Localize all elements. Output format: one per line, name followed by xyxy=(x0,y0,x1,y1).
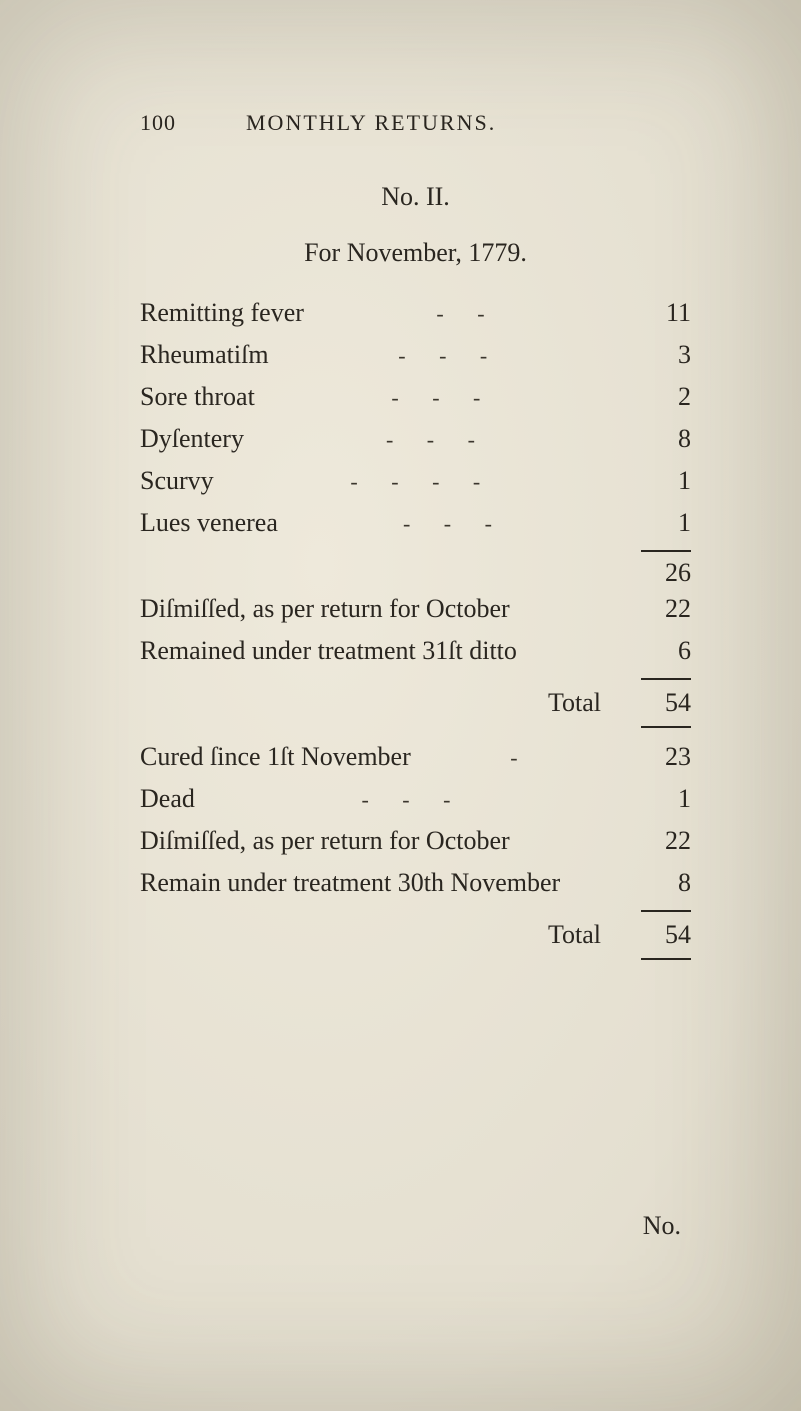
total-label: Total xyxy=(548,920,601,950)
table-row: Dead - - - 1 xyxy=(140,784,691,820)
table-row: Remitting fever - - 11 xyxy=(140,298,691,334)
total-row: Total 54 xyxy=(140,920,691,950)
carry-label: Cured ſince 1ſt November xyxy=(140,742,411,772)
rule-icon xyxy=(641,678,691,680)
leader-dashes: - xyxy=(411,745,631,771)
carry-value: 8 xyxy=(631,868,691,898)
carry-label: Diſmiſſed, as per return for October xyxy=(140,826,510,856)
condition-value: 1 xyxy=(631,466,691,496)
rule-icon xyxy=(641,958,691,960)
carry-block-2: Cured ſince 1ſt November - 23 Dead - - -… xyxy=(140,742,691,960)
total-row: Total 54 xyxy=(140,688,691,718)
table-row: Cured ſince 1ſt November - 23 xyxy=(140,742,691,778)
table-row: Remain under treatment 30th November 8 xyxy=(140,868,691,904)
running-head-title: MONTHLY RETURNS. xyxy=(246,110,496,136)
subtotal-row: 26 xyxy=(140,558,691,588)
leader-dashes: - - - xyxy=(195,787,631,813)
condition-label: Lues venerea xyxy=(140,508,278,538)
table-row: Diſmiſſed, as per return for October 22 xyxy=(140,826,691,862)
total-value: 54 xyxy=(631,688,691,718)
table-row: Lues venerea - - - 1 xyxy=(140,508,691,544)
leader-dashes: - - - xyxy=(244,427,631,453)
total-label: Total xyxy=(548,688,601,718)
condition-value: 1 xyxy=(631,508,691,538)
table-row: Diſmiſſed, as per return for October 22 xyxy=(140,594,691,630)
carry-value: 22 xyxy=(631,826,691,856)
condition-value: 2 xyxy=(631,382,691,412)
carry-value: 6 xyxy=(631,636,691,666)
condition-label: Dyſentery xyxy=(140,424,244,454)
rule-icon xyxy=(641,910,691,912)
conditions-list: Remitting fever - - 11 Rheumatiſm - - - … xyxy=(140,298,691,588)
leader-dashes: - - xyxy=(304,301,631,327)
carry-value: 1 xyxy=(631,784,691,814)
carry-label: Remain under treatment 30th November xyxy=(140,868,560,898)
running-head: 100 MONTHLY RETURNS. xyxy=(140,110,691,136)
table-row: Remained under treatment 31ſt ditto 6 xyxy=(140,636,691,672)
condition-label: Rheumatiſm xyxy=(140,340,269,370)
table-row: Sore throat - - - 2 xyxy=(140,382,691,418)
catchword: No. xyxy=(643,1211,681,1241)
condition-value: 8 xyxy=(631,424,691,454)
subtotal-value: 26 xyxy=(631,558,691,588)
table-row: Dyſentery - - - 8 xyxy=(140,424,691,460)
condition-label: Sore throat xyxy=(140,382,255,412)
total-value: 54 xyxy=(631,920,691,950)
condition-value: 11 xyxy=(631,298,691,328)
table-row: Rheumatiſm - - - 3 xyxy=(140,340,691,376)
condition-label: Scurvy xyxy=(140,466,214,496)
leader-dashes: - - - - xyxy=(214,469,631,495)
leader-dashes: - - - xyxy=(269,343,631,369)
carry-value: 23 xyxy=(631,742,691,772)
condition-value: 3 xyxy=(631,340,691,370)
for-line: For November, 1779. xyxy=(140,238,691,268)
carry-block-1: Diſmiſſed, as per return for October 22 … xyxy=(140,594,691,728)
rule-icon xyxy=(641,726,691,728)
condition-label: Remitting fever xyxy=(140,298,304,328)
page-number: 100 xyxy=(140,110,176,136)
carry-label: Diſmiſſed, as per return for October xyxy=(140,594,510,624)
leader-dashes: - - - xyxy=(255,385,631,411)
carry-value: 22 xyxy=(631,594,691,624)
page: 100 MONTHLY RETURNS. No. II. For Novembe… xyxy=(0,0,801,1411)
rule-icon xyxy=(641,550,691,552)
carry-label: Dead xyxy=(140,784,195,814)
table-row: Scurvy - - - - 1 xyxy=(140,466,691,502)
carry-label: Remained under treatment 31ſt ditto xyxy=(140,636,517,666)
leader-dashes: - - - xyxy=(278,511,631,537)
document-number: No. II. xyxy=(140,182,691,212)
